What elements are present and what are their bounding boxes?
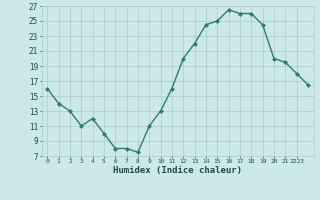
X-axis label: Humidex (Indice chaleur): Humidex (Indice chaleur) [113, 166, 242, 175]
